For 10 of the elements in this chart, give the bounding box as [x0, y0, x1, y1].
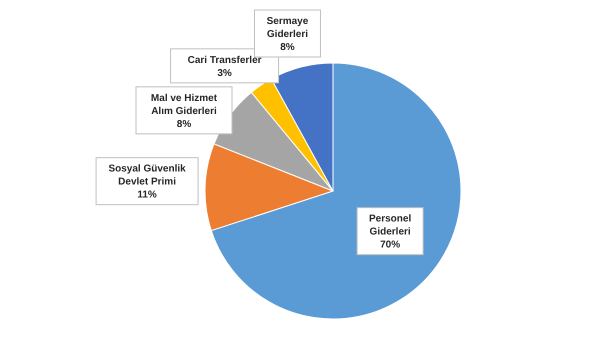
- data-label: 70%: [380, 240, 400, 251]
- data-label: 8%: [176, 118, 192, 130]
- slice-label: Personel Giderleri: [369, 214, 412, 238]
- slice-label: Cari Transferler: [188, 54, 262, 66]
- data-label: 3%: [217, 68, 232, 79]
- data-label: 8%: [280, 42, 295, 53]
- slice-label: Mal ve Hizmet Alım Giderleri: [150, 92, 218, 117]
- slice-label: Sermaye Giderleri: [266, 16, 309, 40]
- data-label: 11%: [137, 190, 157, 201]
- slice-label: Sosyal Güvenlik Devlet Primi: [108, 164, 186, 188]
